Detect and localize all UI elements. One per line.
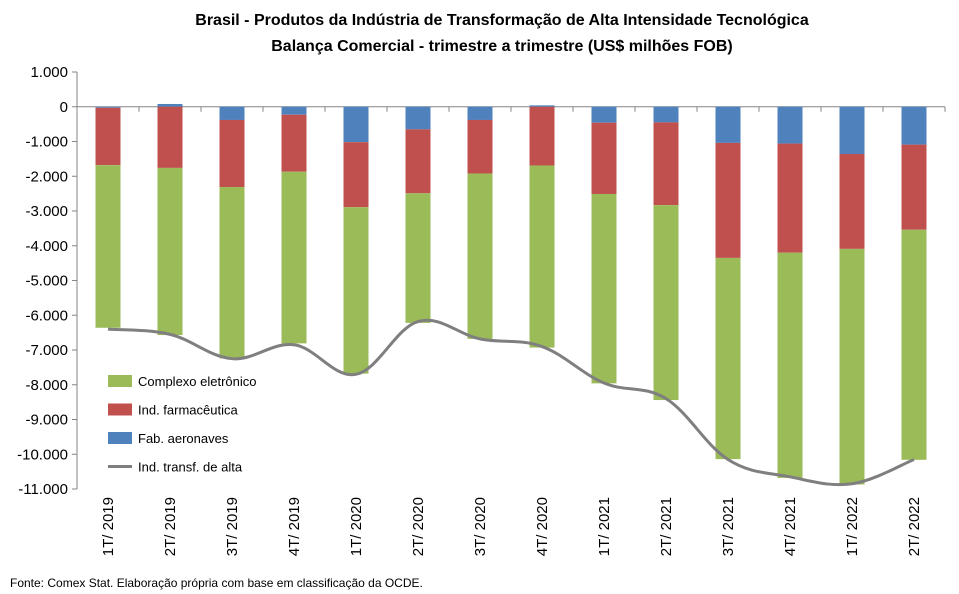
y-tick-label: -8.000 xyxy=(25,377,68,394)
bar-segment xyxy=(405,129,431,194)
bar-segment xyxy=(839,154,865,249)
x-tick-label: 4T/ 2021 xyxy=(782,497,799,556)
x-tick-label: 1T/ 2022 xyxy=(844,497,861,556)
bar-segment xyxy=(405,193,431,323)
bar-segment xyxy=(157,167,183,336)
y-tick-label: -3.000 xyxy=(25,203,68,220)
bar-segment xyxy=(839,106,865,155)
x-tick-label: 2T/ 2021 xyxy=(658,497,675,556)
bar-segment xyxy=(95,107,121,166)
y-tick-label: -5.000 xyxy=(25,273,68,290)
x-tick-label: 1T/ 2020 xyxy=(348,497,365,556)
bar-segment xyxy=(157,106,183,168)
bar-segment xyxy=(343,207,369,374)
chart-title: Brasil - Produtos da Indústria de Transf… xyxy=(195,12,809,29)
legend-label: Ind. transf. de alta xyxy=(138,460,243,475)
y-tick-label: -10.000 xyxy=(17,446,68,463)
bar-segment xyxy=(219,187,245,359)
y-tick-label: -7.000 xyxy=(25,342,68,359)
bar-segment xyxy=(529,105,555,107)
series-line xyxy=(107,318,915,487)
bar-segment xyxy=(95,165,121,328)
bar-segment xyxy=(591,106,617,123)
bar-segment xyxy=(343,142,369,208)
x-tick-label: 2T/ 2019 xyxy=(162,497,179,556)
bar-segment xyxy=(715,106,741,143)
y-tick-label: -2.000 xyxy=(25,168,68,185)
y-tick-label: 1.000 xyxy=(30,64,68,81)
x-tick-label: 1T/ 2021 xyxy=(596,497,613,556)
bar-segment xyxy=(529,106,555,166)
y-tick-label: 0 xyxy=(60,99,68,116)
bar-segment xyxy=(219,119,245,188)
legend-label: Ind. farmacêutica xyxy=(138,403,238,418)
bar-segment xyxy=(343,106,369,143)
bar-segment xyxy=(901,144,927,230)
bar-segment xyxy=(219,106,245,120)
x-tick-label: 3T/ 2021 xyxy=(720,497,737,556)
source-note: Fonte: Comex Stat. Elaboração própria co… xyxy=(10,576,423,590)
bar-segment xyxy=(653,122,679,206)
bars-layer xyxy=(95,103,927,485)
x-tick-label: 2T/ 2022 xyxy=(906,497,923,556)
bar-segment xyxy=(467,173,493,339)
chart-subtitle: Balança Comercial - trimestre a trimestr… xyxy=(271,38,733,55)
y-tick-label: -4.000 xyxy=(25,238,68,255)
y-tick-label: -9.000 xyxy=(25,412,68,429)
y-tick-layer: 1.000 0 -1.000 -2.000 -3.000 -4.000 -5.000 -6.0… xyxy=(17,64,68,498)
bar-segment xyxy=(157,103,183,107)
bar-segment xyxy=(467,119,493,174)
bar-segment xyxy=(777,143,803,253)
bar-segment xyxy=(281,114,307,172)
legend-swatch xyxy=(108,403,132,416)
bar-segment xyxy=(715,257,741,460)
line-layer xyxy=(107,318,915,487)
bar-segment xyxy=(529,165,555,348)
x-tick-label: 3T/ 2020 xyxy=(472,497,489,556)
legend-swatch xyxy=(108,432,132,444)
x-tick-label: 4T/ 2019 xyxy=(286,497,303,556)
bar-segment xyxy=(653,106,679,123)
x-tick-label: 3T/ 2019 xyxy=(224,497,241,556)
legend-label: Fab. aeronaves xyxy=(138,431,229,446)
bar-segment xyxy=(281,106,307,115)
bar-segment xyxy=(839,248,865,485)
bar-segment xyxy=(95,106,121,108)
bar-segment xyxy=(405,106,431,130)
legend: Complexo eletrônico Ind. farmacêutica Fab.… xyxy=(108,374,257,475)
legend-swatch xyxy=(108,375,132,387)
bar-segment xyxy=(467,106,493,120)
axis-layer xyxy=(72,71,946,490)
bar-segment xyxy=(901,106,927,145)
bar-segment xyxy=(777,106,803,144)
y-tick-label: -1.000 xyxy=(25,134,68,151)
bar-segment xyxy=(901,229,927,460)
bar-segment xyxy=(777,252,803,478)
bar-segment xyxy=(281,171,307,344)
x-tick-label: 2T/ 2020 xyxy=(410,497,427,556)
bar-segment xyxy=(591,122,617,194)
bar-segment xyxy=(591,193,617,384)
x-tick-label: 1T/ 2019 xyxy=(100,497,117,556)
x-tick-label: 4T/ 2020 xyxy=(534,497,551,556)
y-tick-label: -11.000 xyxy=(18,481,68,498)
bar-segment xyxy=(653,205,679,401)
x-tick-layer: 1T/ 2019 2T/ 2019 3T/ 2019 4T/ 2019 1T/ 2020… xyxy=(100,497,923,556)
bar-segment xyxy=(715,142,741,258)
legend-label: Complexo eletrônico xyxy=(138,374,257,389)
y-tick-label: -6.000 xyxy=(25,307,68,324)
